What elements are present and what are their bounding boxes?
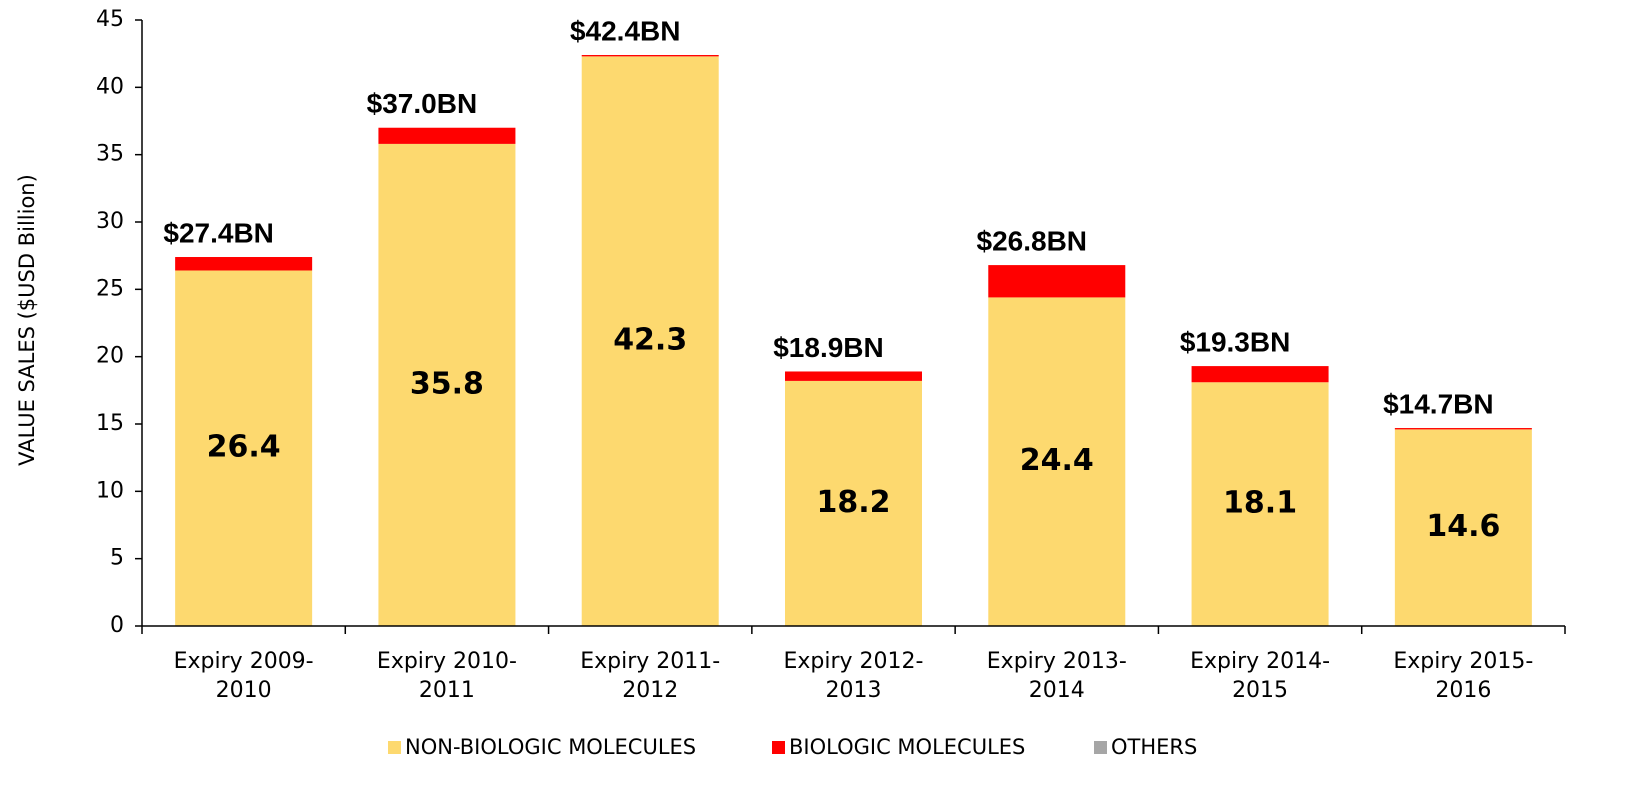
legend-swatch	[772, 741, 785, 754]
bar-segment	[1394, 429, 1532, 626]
bar-segment	[175, 257, 313, 271]
bar-segment	[378, 127, 516, 144]
legend-label: NON-BIOLOGIC MOLECULES	[405, 735, 696, 759]
data-label: 18.2	[816, 485, 890, 520]
bar-segment	[1191, 366, 1329, 383]
x-tick-label: Expiry 2009-2010	[174, 649, 314, 703]
x-tick-label: Expiry 2015-2016	[1393, 649, 1533, 703]
legend-label: BIOLOGIC MOLECULES	[789, 735, 1025, 759]
data-label: 42.3	[613, 323, 687, 358]
total-label: $18.9BN	[773, 332, 884, 363]
total-label: $26.8BN	[977, 225, 1088, 256]
y-tick-label: 5	[110, 546, 124, 571]
y-tick-label: 25	[96, 276, 124, 301]
bar-segment	[581, 55, 719, 57]
y-tick-label: 45	[96, 7, 124, 32]
legend-label: OTHERS	[1111, 735, 1197, 759]
data-label: 18.1	[1223, 486, 1297, 521]
bar-segment	[1191, 382, 1329, 626]
bar-segment	[785, 371, 922, 381]
x-tick-label: Expiry 2013-2014	[987, 649, 1127, 703]
x-tick-label: Expiry 2010-2011	[377, 649, 517, 703]
bar-segment	[581, 56, 719, 627]
total-label: $37.0BN	[367, 88, 478, 119]
x-tick-label: Expiry 2014-2015	[1190, 649, 1330, 703]
legend-swatch	[388, 741, 401, 754]
y-tick-label: 10	[96, 478, 124, 503]
data-label: 26.4	[207, 430, 281, 465]
data-label: 35.8	[410, 366, 484, 401]
total-label: $42.4BN	[570, 15, 681, 46]
bar-segment	[175, 270, 313, 626]
y-tick-label: 0	[110, 613, 124, 638]
y-tick-label: 35	[96, 142, 124, 167]
total-label: $27.4BN	[163, 217, 274, 248]
bar-segment	[378, 143, 516, 627]
y-tick-label: 20	[96, 344, 124, 369]
bar-segment	[785, 380, 922, 626]
y-axis-label: VALUE SALES ($USD Billion)	[15, 174, 39, 466]
y-tick-label: 30	[96, 209, 124, 234]
x-tick-label: Expiry 2012-2013	[784, 649, 924, 703]
bar-segment	[988, 265, 1126, 298]
bar-segment	[1394, 428, 1532, 430]
y-tick-label: 40	[96, 74, 124, 99]
y-tick-label: 15	[96, 411, 124, 436]
bar-segment	[988, 297, 1126, 626]
x-tick-label: Expiry 2011-2012	[580, 649, 720, 703]
data-label: 24.4	[1020, 443, 1094, 478]
legend-swatch	[1094, 741, 1107, 754]
total-label: $14.7BN	[1383, 388, 1494, 419]
data-label: 14.6	[1426, 509, 1500, 544]
total-label: $19.3BN	[1180, 326, 1291, 357]
